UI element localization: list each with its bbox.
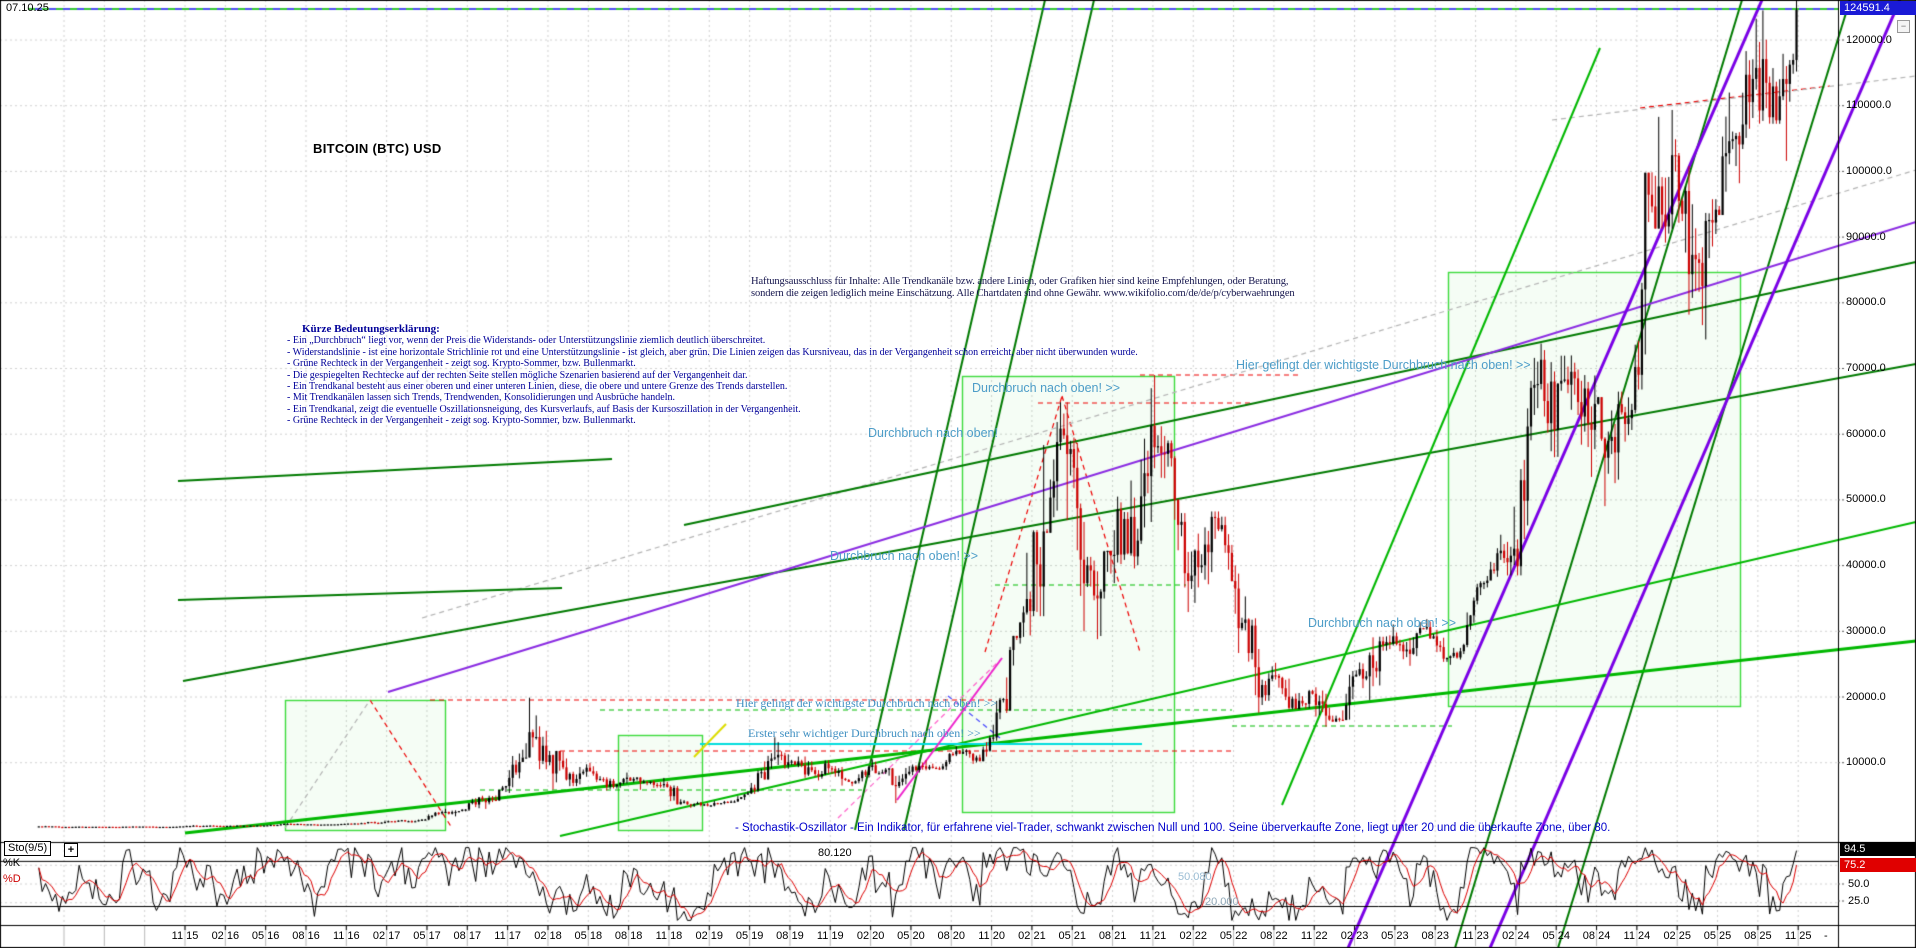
time-axis-label: 05 17 — [413, 930, 441, 942]
legend-lines: - Ein „Durchbruch“ liegt vor, wenn der P… — [287, 335, 1138, 426]
stoch-d-badge: 75.2 — [1840, 858, 1916, 872]
legend-explanation-block: Kürze Bedeutungserklärung: - Ein „Durchb… — [287, 323, 1138, 427]
time-axis-label: 11 21 — [1139, 930, 1167, 942]
stoch-k-label: %K — [3, 857, 21, 869]
annotation-durchbruch: Durchbruch nach oben! >> — [972, 381, 1121, 395]
price-axis-label: 80000.0 — [1846, 296, 1886, 309]
time-axis-label: 05 16 — [251, 930, 280, 942]
time-axis-label: 11 19 — [816, 930, 844, 942]
time-axis-label: 02 24 — [1502, 930, 1530, 942]
stoch-lower-level-label: 20.000 — [1205, 896, 1239, 908]
time-axis-trailing: - — [1824, 930, 1828, 942]
stoch-mid-level-label: 50.080 — [1178, 871, 1212, 883]
time-axis-label: 02 22 — [1179, 930, 1208, 942]
stochastic-note: - Stochastik-Oszillator - Ein Indikator,… — [735, 822, 1611, 834]
disclaimer-line2: sondern die zeigen lediglich meine Einsc… — [751, 287, 1295, 299]
legend-heading: Kürze Bedeutungserklärung: — [302, 323, 440, 335]
time-axis-label: 11 25 — [1784, 930, 1812, 942]
time-axis-label: 08 20 — [937, 930, 966, 942]
page-title: BITCOIN (BTC) USD — [313, 141, 442, 156]
time-axis-label: 08 19 — [776, 930, 804, 942]
time-axis-label: 02 19 — [695, 930, 724, 942]
stoch-d-label: %D — [3, 873, 21, 885]
time-axis-label: 08 24 — [1582, 930, 1611, 942]
time-axis-label: 11 23 — [1462, 930, 1489, 942]
price-axis-label: 100000.0 — [1846, 164, 1892, 177]
time-axis-label: 05 18 — [574, 930, 603, 942]
disclaimer-line1: Haftungsausschluss für Inhalte: Alle Tre… — [751, 276, 1289, 287]
legend-line: - Ein „Durchbruch“ liegt vor, wenn der P… — [287, 335, 766, 347]
time-axis-label: 02 17 — [372, 930, 401, 942]
legend-line: - Grüne Rechteck in der Vergangenheit - … — [287, 358, 636, 370]
annotation-durchbruch: Durchbruch nach oben! >> — [1308, 616, 1457, 630]
indicator-name-box[interactable]: Sto(9/5) — [4, 841, 52, 856]
annotation-durchbruch: Durchbruch nach oben! — [868, 426, 998, 440]
time-axis-label: 08 18 — [614, 930, 643, 942]
stoch-axis-label: 50.0 — [1848, 877, 1870, 890]
annotation-durchbruch: Durchbruch nach oben! >> — [830, 549, 979, 563]
time-axis-label: 11 24 — [1623, 930, 1651, 942]
time-axis-label: 02 20 — [856, 930, 885, 942]
stoch-axis-label: 25.0 — [1848, 894, 1870, 907]
time-axis-label: 02 25 — [1663, 930, 1691, 942]
time-axis-label: 08 17 — [453, 930, 482, 942]
stoch-k-badge: 94.5 — [1840, 842, 1916, 856]
time-axis-label: 05 22 — [1219, 930, 1248, 942]
time-axis-label: 02 18 — [534, 930, 562, 942]
legend-line: - Ein Trendkanal, zeigt die eventuelle O… — [287, 403, 801, 415]
annotation-durchbruch: Hier gelingt der wichtigste Durchbruch n… — [1236, 358, 1531, 372]
date-label: 07.10.25 — [6, 2, 49, 14]
legend-line: - Grüne Rechteck in der Vergangenheit - … — [287, 415, 636, 427]
price-axis-label: 10000.0 — [1846, 756, 1886, 769]
price-axis-label: 120000.0 — [1846, 33, 1892, 46]
annotation-durchbruch: Hier gelingt der wichtigste Durchbruch n… — [736, 696, 998, 710]
time-axis-label: 08 25 — [1744, 930, 1772, 942]
annotation-durchbruch: Erster sehr wichtiger Durchbruch nach ob… — [748, 726, 981, 740]
price-axis-label: 110000.0 — [1846, 99, 1892, 112]
time-axis-label: 05 25 — [1703, 930, 1732, 942]
legend-line: - Ein Trendkanal besteht aus einer obere… — [287, 381, 788, 393]
price-axis-label: 50000.0 — [1846, 493, 1886, 506]
time-axis-label: 08 21 — [1098, 930, 1127, 942]
time-axis-label: 11 20 — [978, 930, 1005, 942]
time-axis-label: 05 23 — [1381, 930, 1409, 942]
time-axis-label: 11 18 — [655, 930, 683, 942]
time-axis-label: 08 23 — [1421, 930, 1449, 942]
add-indicator-button[interactable]: + — [64, 843, 78, 857]
price-axis-label: 60000.0 — [1846, 427, 1886, 440]
price-axis-label: 70000.0 — [1846, 362, 1886, 374]
legend-line: - Widerstandslinie - ist eine horizontal… — [287, 346, 1138, 358]
disclaimer: Haftungsausschluss für Inhalte: Alle Tre… — [751, 276, 1295, 299]
collapse-panel-button[interactable]: − — [1897, 20, 1910, 33]
time-axis-label: 05 20 — [897, 930, 925, 942]
time-axis-label: 11 16 — [332, 930, 360, 942]
time-axis-label: 11 17 — [494, 930, 521, 942]
time-axis-label: 11 15 — [171, 930, 199, 942]
legend-line: - Mit Trendkanälen lassen sich Trends, T… — [287, 392, 676, 404]
stoch-upper-level-label: 80.120 — [818, 847, 852, 859]
time-axis-label: 02 23 — [1340, 930, 1369, 942]
current-price-badge: 124591.4 — [1840, 1, 1916, 15]
price-axis-label: 30000.0 — [1846, 624, 1886, 637]
time-axis-label: 05 24 — [1542, 930, 1570, 942]
time-axis-label: 05 21 — [1058, 930, 1087, 942]
time-axis-label: 05 19 — [735, 930, 764, 942]
time-axis-label: 08 22 — [1260, 930, 1288, 942]
time-axis-label: 02 16 — [211, 930, 240, 942]
legend-line: - Die gespiegelten Rechtecke auf der rec… — [287, 369, 748, 381]
time-axis-label: 08 16 — [292, 930, 320, 942]
time-axis-label: 11 22 — [1300, 930, 1328, 942]
price-axis-label: 40000.0 — [1846, 559, 1886, 572]
time-axis-label: 02 21 — [1018, 930, 1046, 942]
price-axis-label: 90000.0 — [1846, 230, 1886, 243]
price-axis-label: 20000.0 — [1846, 690, 1886, 703]
